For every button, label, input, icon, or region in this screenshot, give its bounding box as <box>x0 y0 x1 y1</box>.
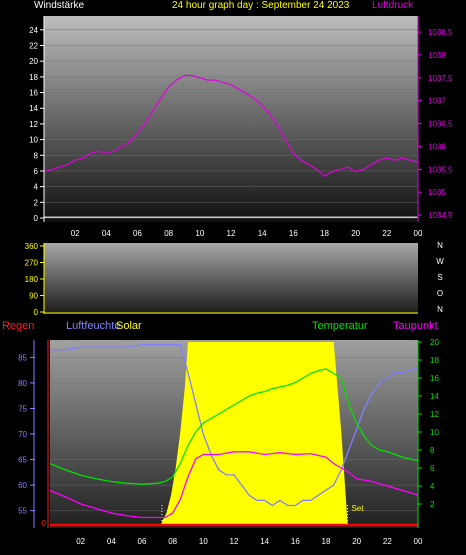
panel-2-background <box>44 243 418 314</box>
panel-1-right-tick-label: 1038 <box>428 51 446 60</box>
panel-1-x-tick-label: 06 <box>133 229 142 238</box>
panel-3-x-tick-label: 20 <box>352 537 361 546</box>
panel-1-x-tick-label: 08 <box>164 229 173 238</box>
compass-direction-label: S <box>437 273 442 282</box>
panel-3-x-tick-label: 16 <box>291 537 300 546</box>
panel-3-temperature-tick-label: 10 <box>430 428 439 437</box>
panel-1-right-tick-label: 1034,5 <box>428 211 453 220</box>
panel-1-x-tick-label: 16 <box>289 229 298 238</box>
panel-3-x-tick-label: 08 <box>168 537 177 546</box>
panel-1-x-tick-label: 02 <box>71 229 80 238</box>
series-taupunkt-line <box>49 451 419 519</box>
panel-1-left-tick-label: 14 <box>29 104 38 113</box>
panel-1-left-tick-label: 8 <box>34 151 39 160</box>
panel-3-x-tick-label: 22 <box>383 537 392 546</box>
panel-1-x-tick-label: 18 <box>320 229 329 238</box>
panel-3-temperature-tick-label: 20 <box>430 338 439 347</box>
panel-1-left-tick-label: 22 <box>29 42 38 51</box>
panel-3-temperature-tick-label: 12 <box>430 410 439 419</box>
panel-3-humidity-tick-label: 65 <box>18 456 27 465</box>
panel-3-x-tick-label: 12 <box>230 537 239 546</box>
panel-1-left-tick-label: 4 <box>34 183 39 192</box>
series-solar-area <box>161 342 348 526</box>
panel-2-left-tick-label: 90 <box>29 292 38 301</box>
panel-3-humidity-tick-label: 70 <box>18 430 27 439</box>
compass-direction-label: N <box>437 305 443 314</box>
compass-direction-label: O <box>437 289 443 298</box>
panel-1-right-tick-label: 1035 <box>428 188 446 197</box>
panel-1-x-tick-label: 04 <box>102 229 111 238</box>
panel-2-left-tick-label: 0 <box>34 308 39 317</box>
panel-3-temperature-tick-label: 16 <box>430 374 439 383</box>
panel-3-x-tick-label: 04 <box>107 537 116 546</box>
panel-3-temperature-tick-label: 8 <box>430 446 435 455</box>
panel-3-temperature-tick-label: 6 <box>430 464 435 473</box>
panel-3-temperature-tick-label: 18 <box>430 356 439 365</box>
sunset-label: Set <box>351 504 364 513</box>
panel-3-x-tick-label: 02 <box>76 537 85 546</box>
panel-3-humidity-tick-label: 75 <box>18 404 27 413</box>
panel-1-right-tick-label: 1036 <box>428 142 446 151</box>
solar-label: Solar <box>116 320 142 332</box>
series-temperatur-line <box>49 368 419 485</box>
panel-3-x-tick-label: 18 <box>322 537 331 546</box>
temperature-label: Temperatur <box>312 320 368 332</box>
panel-1-right-tick-label: 1038,5 <box>428 28 453 37</box>
panel-1-left-tick-label: 10 <box>29 136 38 145</box>
panel-1-right-tick-label: 1035,5 <box>428 165 453 174</box>
panel-1-left-tick-label: 6 <box>34 167 39 176</box>
humidity-label: Luftfeuchte <box>66 320 121 332</box>
panel-1-left-tick-label: 24 <box>29 26 38 35</box>
panel-1-left-tick-label: 16 <box>29 89 38 98</box>
page-title: 24 hour graph day : September 24 2023 <box>172 0 350 11</box>
panel-1-x-tick-label: 00 <box>414 229 423 238</box>
panel-1-right-tick-label: 1037 <box>428 97 446 106</box>
panel-3-humidity-tick-label: 55 <box>18 507 27 516</box>
panel-1-x-tick-label: 14 <box>258 229 267 238</box>
panel-1-left-tick-label: 12 <box>29 120 38 129</box>
panel-1-left-tick-label: 2 <box>34 198 39 207</box>
series-luftfeuchte-line <box>50 343 419 507</box>
panel-3-x-tick-label: 10 <box>199 537 208 546</box>
panel-1-left-tick-label: 0 <box>34 214 39 223</box>
panel-3-humidity-tick-label: 60 <box>18 481 27 490</box>
panel-2-left-tick-label: 180 <box>25 275 39 284</box>
panel-3-x-tick-label: 06 <box>138 537 147 546</box>
panel-2-left-tick-label: 360 <box>25 242 39 251</box>
panel-1-background <box>44 16 418 222</box>
panel-1-right-tick-label: 1037,5 <box>428 74 453 83</box>
pressure-label: Luftdruck <box>372 0 414 11</box>
wind-label: Windstärke <box>34 0 85 11</box>
panel-3-temperature-tick-label: 4 <box>430 482 435 491</box>
panel-1-x-tick-label: 20 <box>351 229 360 238</box>
panel-1-x-tick-label: 10 <box>195 229 204 238</box>
panel-3-rain-tick-label: 0 <box>42 519 47 528</box>
compass-direction-label: W <box>436 257 444 266</box>
rain-label: Regen <box>2 320 35 332</box>
panel-1-right-tick-label: 1036,5 <box>428 120 453 129</box>
dewpoint-label: Taupunkt <box>393 320 438 332</box>
panel-1-x-tick-label: 12 <box>227 229 236 238</box>
panel-3-x-tick-label: 14 <box>260 537 269 546</box>
panel-2-left-tick-label: 270 <box>25 259 39 268</box>
panel-3-temperature-tick-label: 14 <box>430 392 439 401</box>
panel-3-humidity-tick-label: 80 <box>18 379 27 388</box>
panel-3-temperature-tick-label: 2 <box>430 500 435 509</box>
series-luftdruck-line <box>43 74 419 177</box>
panel-1-x-tick-label: 22 <box>382 229 391 238</box>
panel-3-humidity-tick-label: 85 <box>18 353 27 362</box>
page-title-bar: Windstärke 24 hour graph day : September… <box>0 0 466 12</box>
panel-1-left-tick-label: 20 <box>29 57 38 66</box>
panel-3-x-tick-label: 00 <box>414 537 423 546</box>
panel-1-left-tick-label: 18 <box>29 73 38 82</box>
compass-direction-label: N <box>437 241 443 250</box>
